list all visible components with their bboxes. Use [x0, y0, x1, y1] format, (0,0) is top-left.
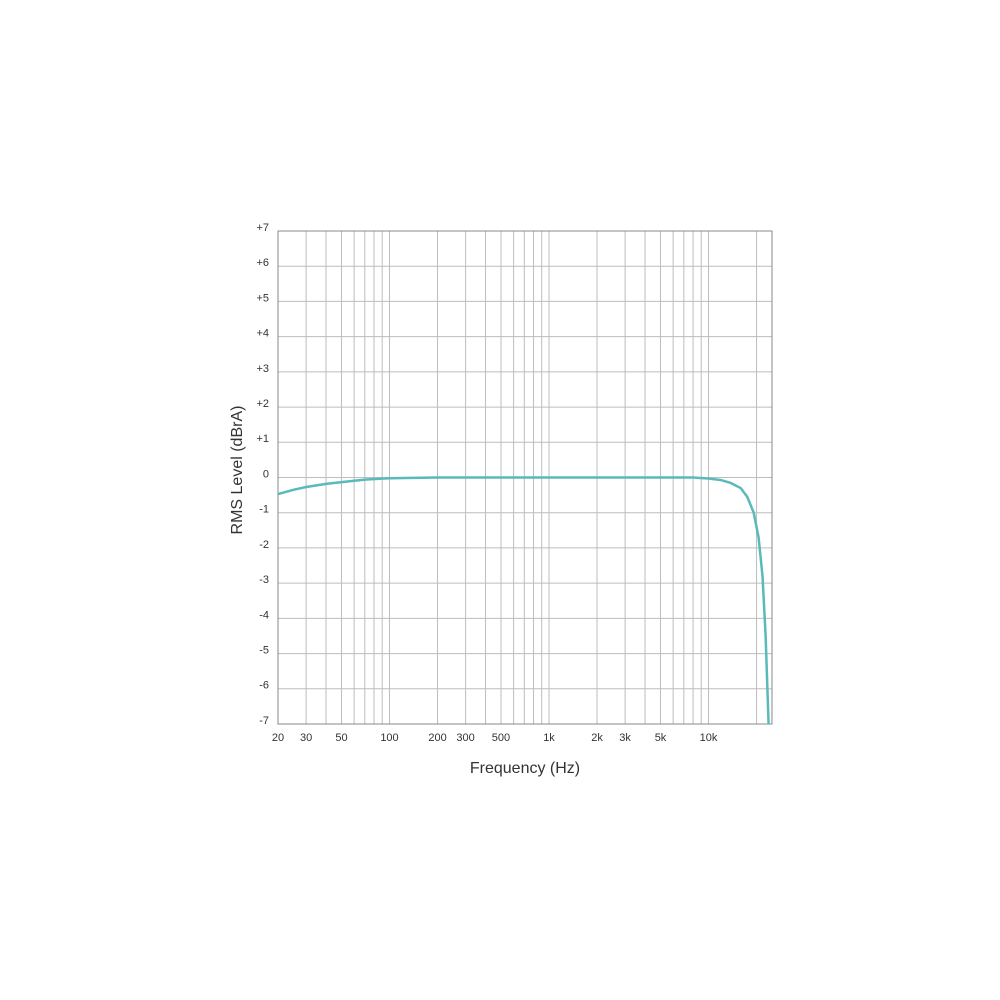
x-tick-label: 10k [700, 732, 718, 744]
x-tick-label: 3k [619, 732, 631, 744]
y-tick-label: +2 [256, 398, 269, 410]
x-tick-label: 200 [428, 732, 446, 744]
y-tick-label: -2 [259, 539, 269, 551]
x-tick-label: 50 [335, 732, 347, 744]
y-tick-label: -5 [259, 644, 269, 656]
x-tick-label: 2k [591, 732, 603, 744]
x-tick-label: 5k [655, 732, 667, 744]
plot-frame [277, 230, 773, 725]
response-line [277, 476, 770, 725]
x-tick-label: 300 [456, 732, 474, 744]
x-tick-label: 30 [300, 732, 312, 744]
x-axis-label: Frequency (Hz) [470, 760, 580, 777]
y-tick-label: +6 [256, 257, 269, 269]
x-tick-label: 500 [492, 732, 510, 744]
y-tick-label: -1 [259, 504, 269, 516]
y-axis-label: RMS Level (dBrA) [229, 406, 246, 535]
y-tick-label: 0 [263, 468, 269, 480]
y-tick-label: -4 [259, 609, 269, 621]
y-tick-label: -3 [259, 574, 269, 586]
x-tick-label: 100 [380, 732, 398, 744]
x-tick-label: 1k [543, 732, 555, 744]
y-tick-label: +4 [256, 328, 269, 340]
y-tick-label: -7 [259, 715, 269, 727]
y-tick-label: +7 [256, 222, 269, 234]
y-tick-label: +5 [256, 292, 269, 304]
y-tick-label: +1 [256, 433, 269, 445]
y-tick-label: +3 [256, 363, 269, 375]
y-tick-label: -6 [259, 680, 269, 692]
x-tick-label: 20 [272, 732, 284, 744]
